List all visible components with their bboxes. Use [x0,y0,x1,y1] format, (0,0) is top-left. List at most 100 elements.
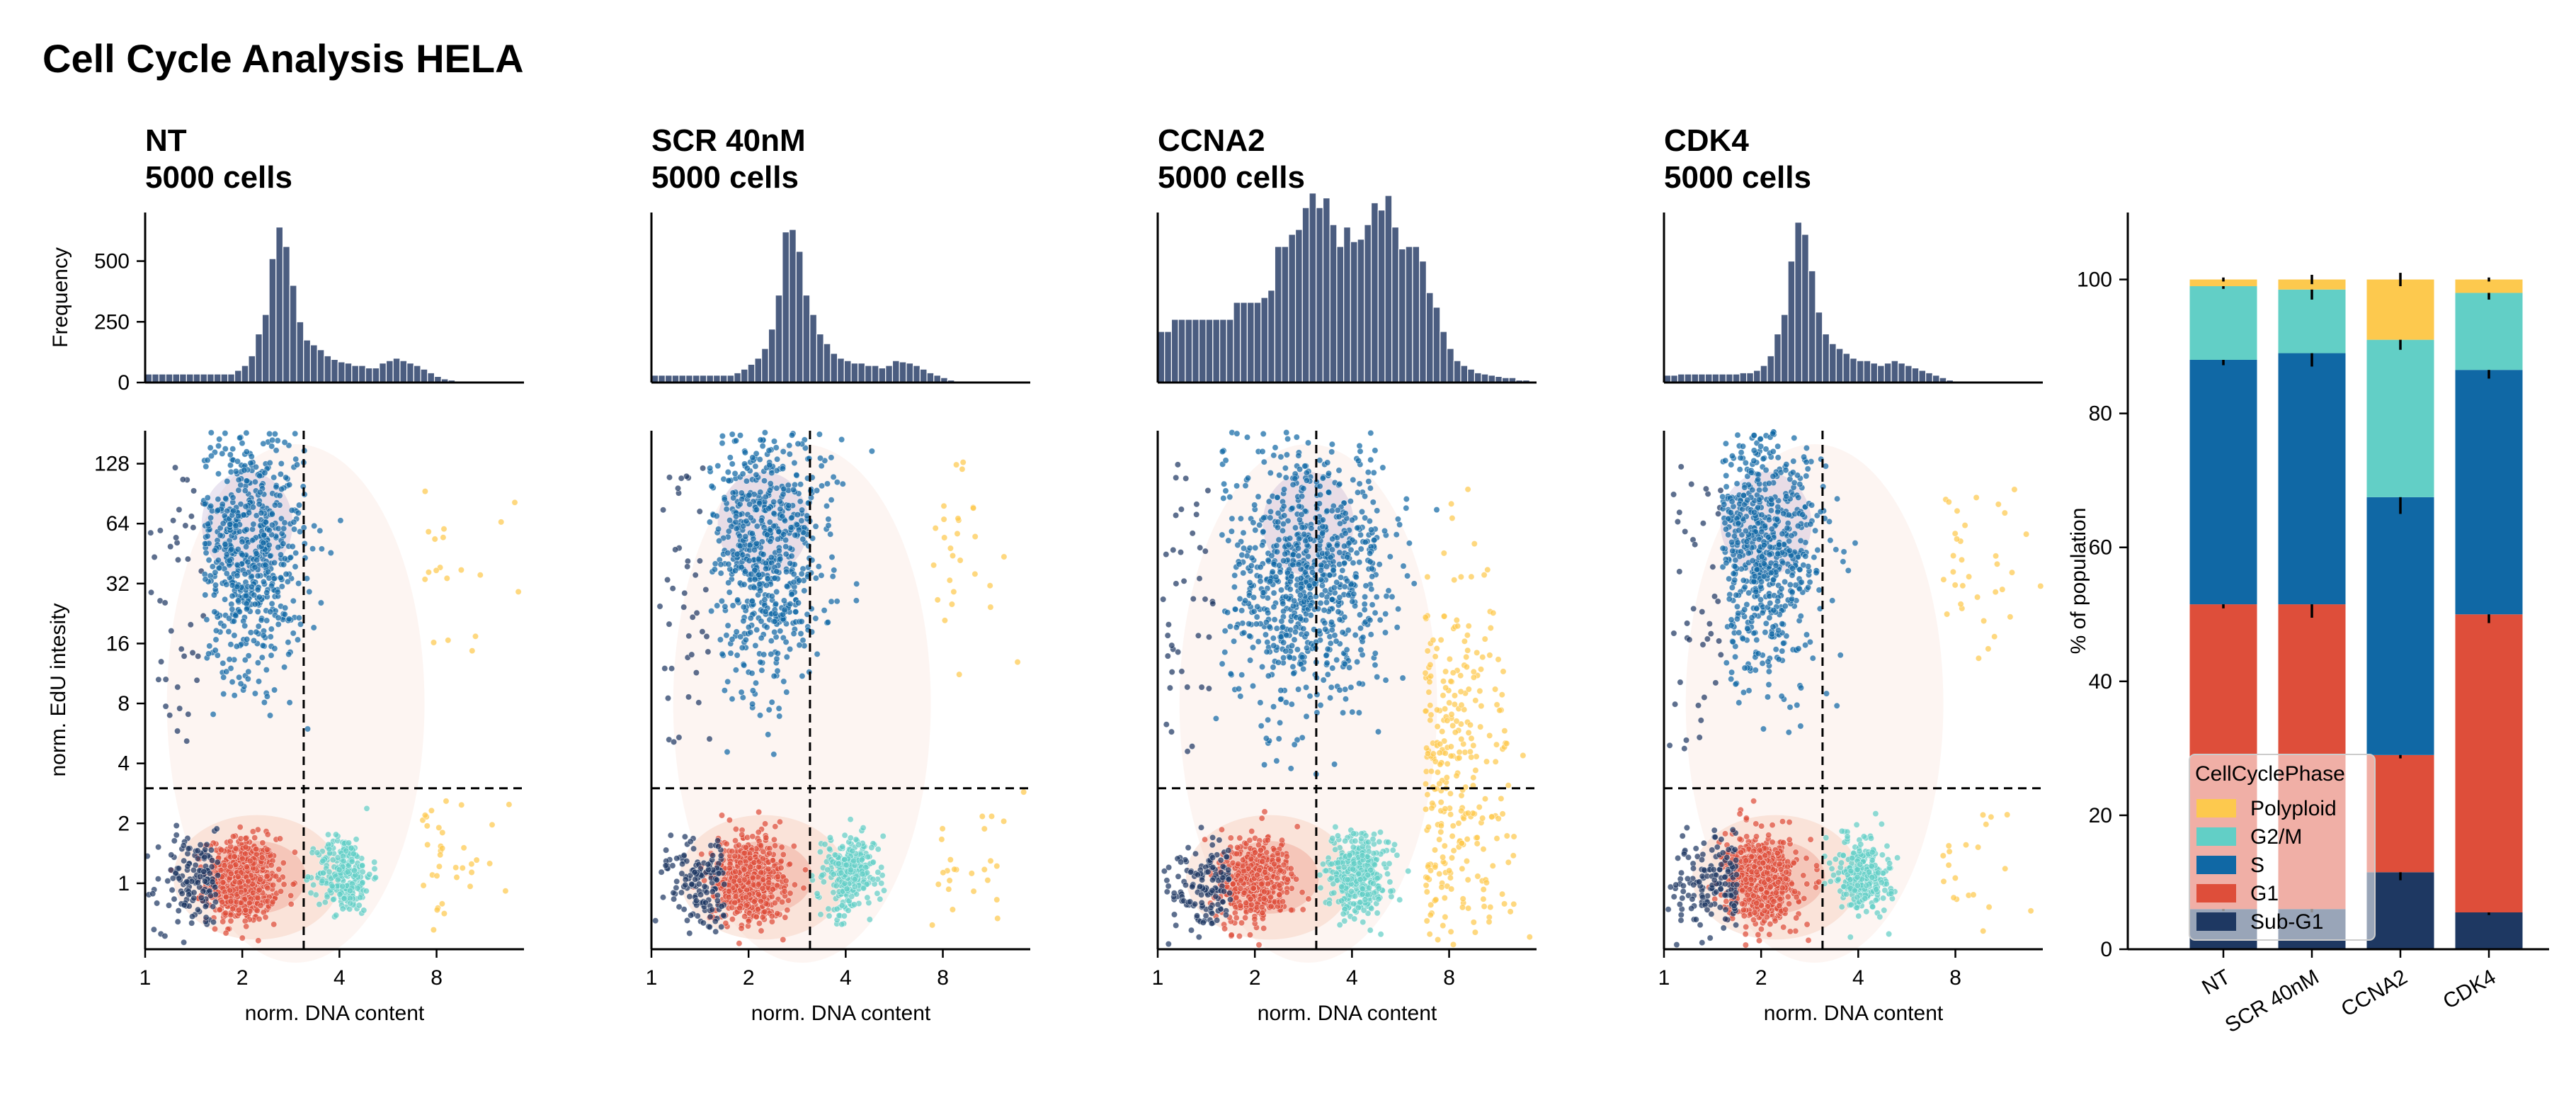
scatter-point [828,497,834,503]
panel-subtitle: 5000 cells [651,160,799,195]
scatter-point [736,905,742,911]
scatter-point [719,903,724,909]
scatter-point [768,638,774,644]
scatter-point [445,638,451,643]
scatter-point [801,885,807,890]
scatter-point [236,880,242,885]
scatter-point [875,869,881,875]
scatter-point [154,900,159,906]
panel-title: SCR 40nM [651,123,806,158]
scatter-point [244,526,249,532]
scatter-point [1166,883,1171,889]
scatter-point [1356,871,1362,876]
scatter-point [787,560,793,566]
scatter-point [985,877,991,883]
scatter-point [320,870,326,876]
scatter-point [469,861,474,867]
scatter-point [325,832,331,837]
scatter-point [239,856,245,861]
scatter-point [716,871,722,876]
histogram-bar [1296,230,1303,383]
scatter-point [714,838,720,844]
scatter-point [258,510,264,516]
scatter-point [178,646,184,652]
scatter-point [202,878,207,884]
scatter-point [838,870,844,876]
histogram-bar [310,345,317,383]
scatter-point [226,628,232,634]
scatter-point [203,463,209,469]
scatter-point [765,732,771,737]
scatter-point [254,558,260,563]
scatter-point [333,912,338,918]
scatter-point [269,522,275,528]
scatter-point [232,693,237,698]
scatter-point [737,543,743,548]
scatter-point [207,871,212,876]
scatter-point [778,858,784,864]
x-axis-label: norm. DNA content [751,1002,931,1025]
scatter-point [726,580,731,586]
scatter-point [1372,862,1377,868]
scatter-point [249,584,254,589]
scatter-point [687,930,693,936]
scatter-point [947,878,952,883]
scatter-point [699,851,705,857]
histogram-bar [414,366,421,383]
scatter-point [758,928,764,934]
scatter-point [981,866,987,872]
scatter-point [275,615,281,621]
scatter-point [716,538,722,543]
scatter-point [1198,825,1204,830]
scatter-point [688,912,693,918]
scatter-point [322,900,328,905]
scatter-point [842,881,848,886]
scatter-point [836,861,841,866]
histogram-bar [1213,319,1220,383]
scatter-point [422,577,428,582]
scatter-point [758,489,763,495]
scatter-point [230,834,236,839]
histogram-bar [380,363,387,383]
scatter-point [293,456,299,462]
scatter-point [753,472,759,477]
scatter-point [295,637,300,643]
scatter-point [729,636,735,642]
histogram-bar [1165,332,1172,383]
scatter-point [957,558,963,563]
scatter-point [780,514,785,519]
scatter-point [705,861,711,867]
scatter-point [285,640,291,645]
scatter-point [1205,487,1211,493]
scatter-point [834,480,840,485]
scatter-point [683,877,688,883]
scatter-point [852,876,857,882]
scatter-point [229,679,235,685]
scatter-point [1171,890,1177,896]
scatter-point [1378,932,1384,937]
scatter-point [739,645,745,650]
scatter-point [1226,890,1232,896]
scatter-point [1192,851,1198,856]
scatter-point [286,482,292,487]
scatter-point [227,452,233,458]
scatter-point [750,455,756,460]
histogram-bar [734,373,741,383]
scatter-point [469,869,474,875]
scatter-point [988,858,993,864]
scatter-point [273,873,279,879]
scatter-point [223,930,229,936]
scatter-point [245,676,251,681]
histogram-bar [180,374,187,383]
scatter-point [987,583,993,589]
scatter-point [1183,475,1189,481]
scatter-point [340,883,346,889]
scatter-point [155,844,161,850]
scatter-point [799,571,804,577]
scatter-point [753,914,759,919]
histogram-bar [1433,307,1440,383]
scatter-point [271,475,277,480]
scatter-point [853,598,859,604]
scatter-point [988,813,994,819]
